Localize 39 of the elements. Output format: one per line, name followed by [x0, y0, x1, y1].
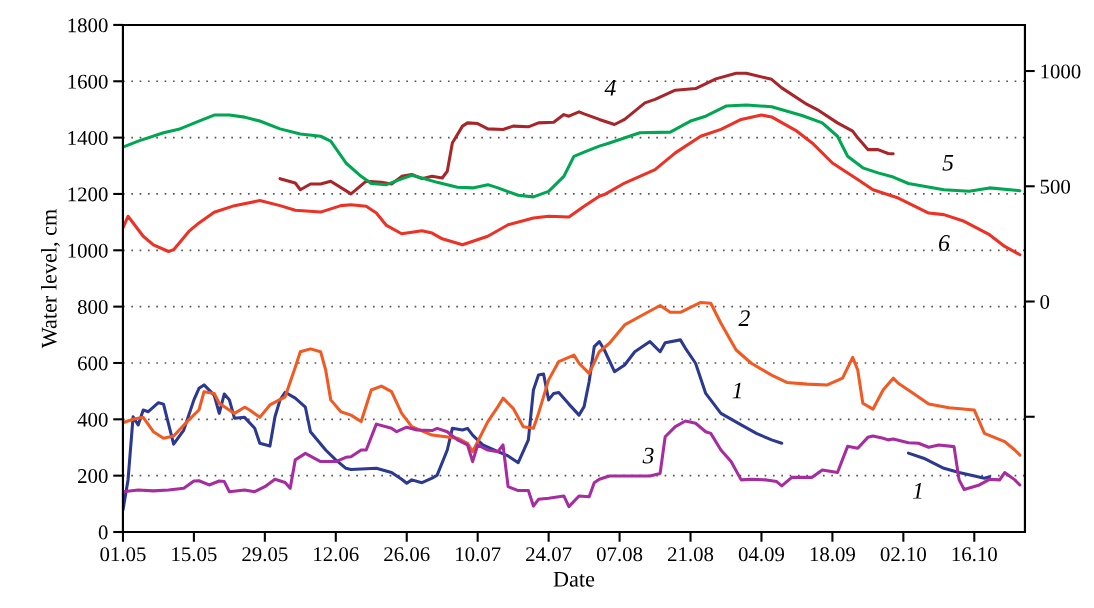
y-tick-label: 1200 — [68, 187, 108, 202]
y-tick-label: 800 — [77, 300, 108, 315]
x-tick-label: 21.08 — [668, 547, 714, 562]
x-tick-label: 02.10 — [880, 547, 926, 562]
annotation: 3 — [642, 447, 654, 464]
annotation: 1 — [732, 382, 741, 399]
x-tick-label: 07.08 — [596, 547, 643, 562]
annotation: 2 — [738, 310, 750, 326]
annotation: 6 — [939, 235, 950, 251]
line-series — [122, 113, 1022, 257]
x-tick-label: 04.09 — [738, 547, 785, 562]
y-tick-label: 0 — [98, 525, 108, 540]
y-tick-label: 600 — [78, 356, 108, 371]
y-tick-label: 1400 — [68, 130, 108, 146]
y-tick-label: 1600 — [68, 74, 108, 89]
annotation: 4 — [604, 80, 616, 96]
x-tick-label: 12.06 — [314, 547, 359, 562]
x-tick-label: 29.05 — [242, 547, 288, 562]
line-series — [122, 419, 1022, 509]
annotation: 1 — [913, 483, 922, 499]
y-tick-label: 200 — [78, 469, 108, 484]
x-tick-label: 16.10 — [952, 547, 997, 562]
y2-tick-label: 500 — [1040, 179, 1071, 194]
y-tick-label: 400 — [77, 412, 108, 427]
x-tick-label: 26.06 — [384, 547, 430, 562]
x-axis-title: Date — [553, 571, 595, 587]
annotation: 5 — [942, 154, 954, 171]
x-tick-label: 15.05 — [172, 547, 217, 562]
x-tick-label: 10.07 — [456, 547, 501, 562]
x-tick-label: 18.09 — [810, 547, 855, 562]
y2-tick-label: 0 — [1040, 294, 1050, 309]
line-series — [278, 71, 895, 196]
y-axis-title: Water level, cm — [41, 209, 60, 349]
y-tick-label: 1800 — [68, 18, 108, 33]
y2-tick-label: 1000 — [1041, 64, 1081, 79]
x-tick-label: 24.07 — [526, 547, 572, 562]
y-tick-label: 1000 — [68, 243, 108, 258]
x-tick-label: 01.05 — [100, 547, 146, 562]
line-series — [122, 103, 1022, 199]
